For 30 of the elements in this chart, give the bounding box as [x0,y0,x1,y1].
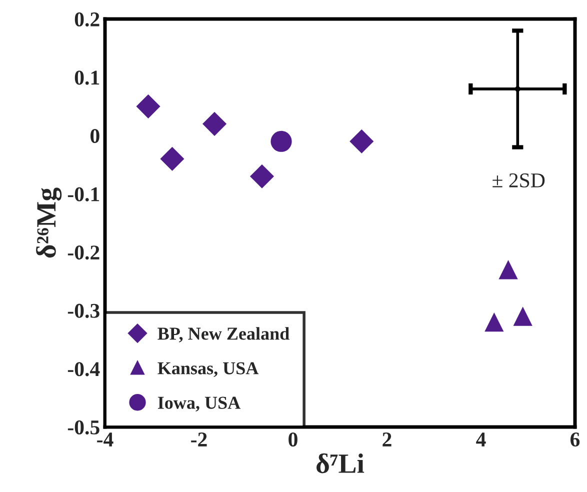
y-tick-label: 0 [90,128,100,144]
point [136,94,160,118]
point [498,260,518,280]
y-tick-label: -0.5 [68,420,100,435]
point [250,164,274,188]
annotation: ± 2SD [492,173,545,188]
x-tick-label: -2 [191,432,207,446]
x-tick-label: -4 [97,432,114,446]
point [350,129,374,154]
legend-label: Kansas, USA [158,362,259,377]
y-axis-title: δ²⁶Mg [36,188,62,258]
y-tick-label: -0.1 [68,187,100,202]
y-tick-label: 0.2 [74,12,100,27]
legend-label: Iowa, USA [158,396,240,412]
point [484,312,504,332]
point [513,306,532,326]
x-tick-label: 4 [476,432,486,446]
x-tick-label: 0 [288,432,298,447]
y-tick-label: -0.3 [68,304,100,318]
point [514,86,520,92]
x-axis-title: δ⁷Li [316,453,364,474]
x-tick-label: 6 [570,432,580,447]
point [202,112,227,136]
x-tick-label: 2 [382,432,392,446]
y-tick-label: -0.4 [68,362,100,376]
point [160,146,184,171]
y-tick-label: 0.1 [74,70,100,85]
legend-label: BP, New Zealand [158,327,290,342]
y-tick-label: -0.2 [68,246,100,260]
point [270,130,292,152]
